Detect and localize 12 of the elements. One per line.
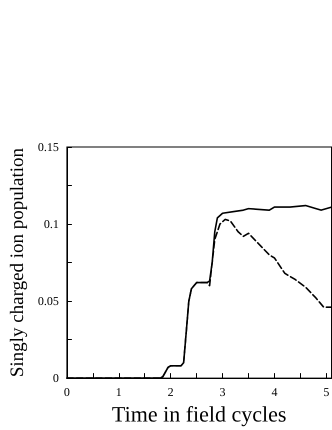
x-tick-label: 1 bbox=[116, 385, 122, 400]
x-tick-label: 3 bbox=[220, 385, 226, 400]
x-tick-label: 5 bbox=[323, 385, 330, 400]
x-tick-label: 4 bbox=[271, 385, 278, 400]
y-tick-label: 0.05 bbox=[38, 294, 59, 308]
y-tick-label: 0.15 bbox=[38, 140, 59, 154]
x-axis-title: Time in field cycles bbox=[112, 402, 286, 426]
x-tick-label: 2 bbox=[168, 385, 174, 400]
y-tick-label: 0 bbox=[52, 371, 59, 386]
x-tick-label: 0 bbox=[64, 385, 70, 400]
y-axis-title: Singly charged ion population bbox=[7, 147, 28, 378]
y-tick-label: 0.1 bbox=[44, 217, 59, 232]
